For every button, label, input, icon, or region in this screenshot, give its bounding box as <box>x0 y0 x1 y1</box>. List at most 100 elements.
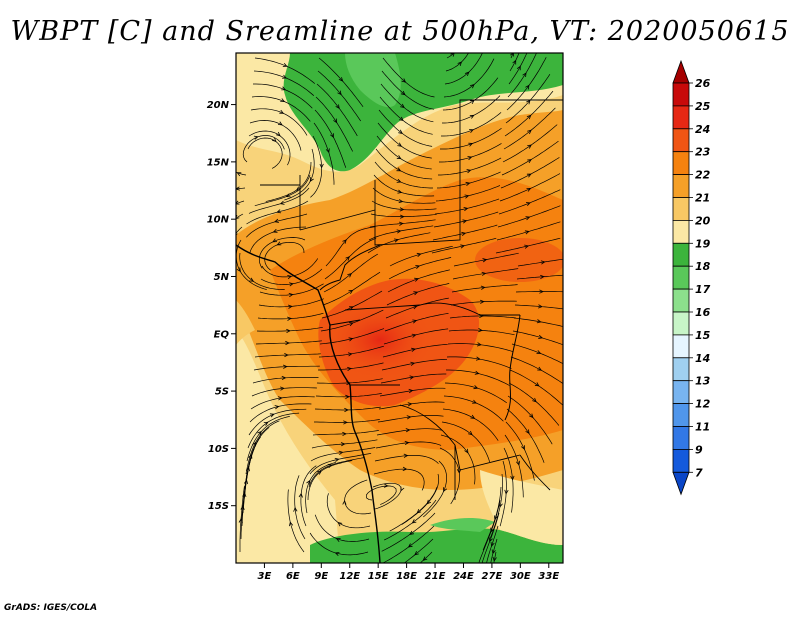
lon-tick-label: 27E <box>482 571 503 582</box>
streamline-arrow <box>400 90 406 96</box>
colorbar-swatch <box>672 197 690 221</box>
streamline-arrow <box>280 386 285 391</box>
streamline-arrow <box>521 445 525 451</box>
longitude-axis: 3E 6E 9E 12E 15E 18E 21E 24E 27E 30E 33E <box>258 563 559 582</box>
streamline-arrow <box>276 131 281 137</box>
streamline-arrow <box>464 71 470 77</box>
colorbar-label: 26 <box>695 77 711 90</box>
streamline-arrow <box>472 399 477 404</box>
streamline-arrow <box>398 221 404 226</box>
colorbar-label: 15 <box>695 329 711 342</box>
streamline-arrow <box>342 431 347 437</box>
streamline-arrow <box>272 228 278 233</box>
streamline-arrow <box>394 238 399 243</box>
streamline-arrow <box>263 421 269 426</box>
streamline-arrow <box>285 193 291 198</box>
streamline-arrow <box>481 271 487 276</box>
colorbar-label: 9 <box>695 443 703 456</box>
colorbar-swatch <box>672 151 690 175</box>
streamline-arrow <box>525 202 531 206</box>
streamline-arrow <box>422 556 428 561</box>
streamline-arrow <box>240 505 245 510</box>
streamline-arrow <box>282 63 288 67</box>
streamline-arrow <box>482 258 488 263</box>
lat-tick-label: 5N <box>214 272 230 283</box>
streamline-arrow <box>410 361 416 366</box>
streamline-arrow <box>411 519 417 524</box>
colorbar-swatch <box>672 334 690 359</box>
colorbar-swatch <box>672 219 690 244</box>
streamline-arrow <box>403 453 409 458</box>
colorbar-swatch <box>672 265 690 290</box>
streamline-arrow <box>279 200 285 205</box>
streamline-arrow <box>473 385 479 390</box>
streamline-arrow <box>345 394 350 399</box>
latitude-axis: 20N 15N 10N 5N EQ 5S 10S 15S <box>207 100 236 512</box>
streamline-arrow <box>469 114 475 119</box>
streamline-arrow <box>460 244 466 249</box>
streamline-arrow <box>298 492 303 498</box>
streamline-arrow <box>478 328 483 333</box>
streamline-arrow <box>287 275 293 280</box>
streamline-arrow <box>271 137 277 143</box>
streamline-arrow <box>281 375 287 381</box>
streamline-arrow <box>532 397 537 403</box>
streamline-arrow <box>416 509 422 514</box>
streamline-arrow <box>538 334 544 339</box>
streamline-arrow <box>401 78 407 83</box>
streamline-arrow <box>269 413 275 418</box>
streamline-arrow <box>526 114 532 120</box>
streamline-arrow <box>524 230 530 235</box>
streamline-arrow <box>457 61 463 67</box>
streamline-arrow <box>463 207 469 212</box>
colorbar-label: 25 <box>695 100 711 113</box>
streamline-arrow <box>257 430 262 436</box>
colorbar-swatch <box>672 403 690 427</box>
colorbar-swatch <box>672 311 690 336</box>
lon-tick-label: 21E <box>425 571 446 582</box>
colorbar-swatch <box>672 128 690 153</box>
streamline-arrow <box>286 328 291 334</box>
lat-tick-label: 10N <box>207 215 230 226</box>
colorbar-label: 24 <box>695 123 710 136</box>
streamline <box>446 53 455 59</box>
streamline <box>517 258 563 267</box>
streamline-arrow <box>306 479 311 485</box>
streamline-arrow <box>276 241 282 246</box>
streamline-arrow <box>504 489 509 495</box>
streamline-arrow <box>335 104 340 110</box>
streamline-arrow <box>347 352 353 357</box>
lon-tick-label: 24E <box>453 571 474 582</box>
colorbar-swatch <box>672 357 690 382</box>
chart-title: WBPT [C] and Sreamline at 500hPa, VT: 20… <box>10 16 790 47</box>
streamline-arrow <box>510 53 515 57</box>
streamline-arrow <box>282 364 288 369</box>
streamline <box>508 53 528 85</box>
streamline-arrow <box>282 74 287 79</box>
streamline-arrow <box>396 229 402 234</box>
streamline-arrow <box>319 163 324 169</box>
streamline-arrow <box>469 129 474 133</box>
streamline-arrow <box>337 90 342 96</box>
streamline-arrow <box>408 388 414 394</box>
streamline-arrow <box>289 282 294 287</box>
streamline-arrow <box>526 188 532 192</box>
streamline-arrow <box>396 167 402 172</box>
streamline <box>481 512 500 563</box>
streamline-arrow <box>340 442 346 447</box>
streamline-arrow <box>537 366 543 371</box>
lat-tick-label: 15S <box>208 501 229 512</box>
streamline-arrow <box>465 181 471 187</box>
streamline-arrow <box>279 109 285 114</box>
streamline-arrow <box>510 475 515 481</box>
streamline-arrow <box>249 277 255 282</box>
streamline <box>512 330 563 346</box>
streamline-arrow <box>272 238 278 243</box>
streamline-arrow <box>443 487 448 493</box>
streamline-arrow <box>342 499 347 505</box>
streamline <box>507 53 537 98</box>
streamline-arrow <box>280 98 286 102</box>
streamline-arrow <box>409 530 414 535</box>
streamline-arrow <box>281 86 287 91</box>
streamline-arrow <box>309 177 314 182</box>
